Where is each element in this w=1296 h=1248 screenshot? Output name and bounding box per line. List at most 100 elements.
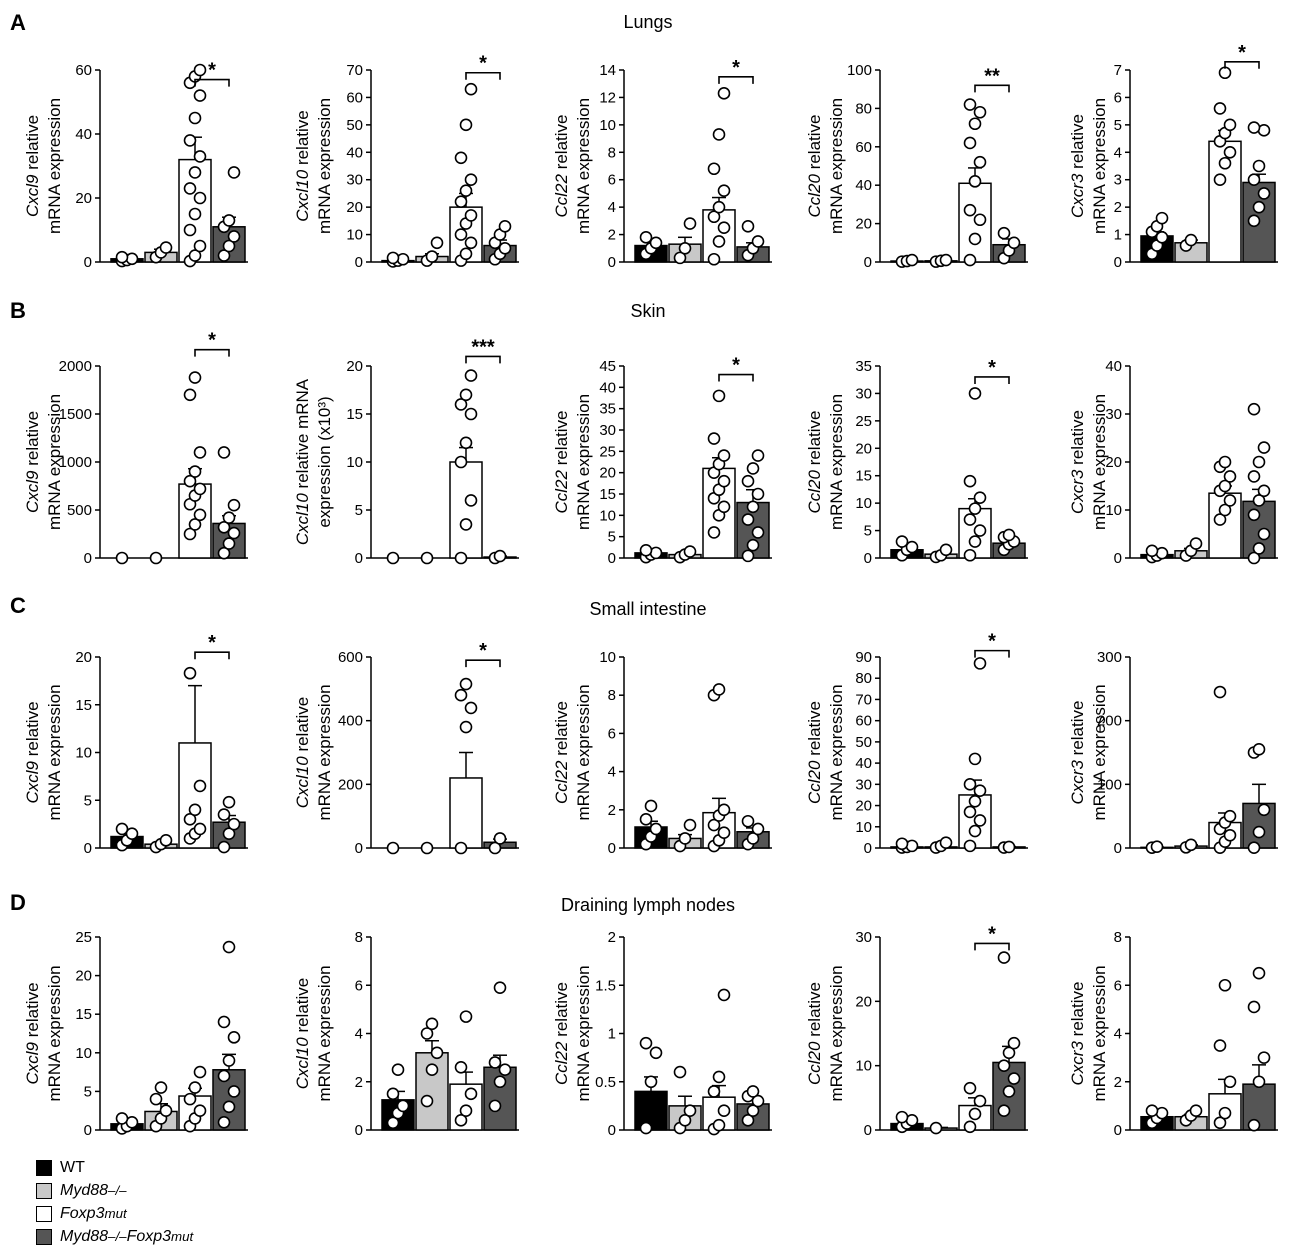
data-point <box>1189 1104 1203 1117</box>
chart-d-ccl20: Ccl20 relative mRNA expression 0 10 20 30 * <box>805 923 1028 1139</box>
data-point <box>1007 1036 1021 1050</box>
data-point <box>391 1063 405 1076</box>
data-point <box>905 253 919 267</box>
data-point <box>488 1099 502 1113</box>
data-point <box>464 494 478 507</box>
y-tick-label: 0 <box>84 550 92 567</box>
y-tick-label: 30 <box>855 776 872 793</box>
y-tick-label: 50 <box>346 117 363 134</box>
y-axis-label-line2: mRNA expression <box>574 394 593 530</box>
figure: A Lungs B Skin C Small intestine D Draining lym… <box>10 10 1278 1139</box>
data-point <box>1257 803 1271 817</box>
data-point <box>1252 455 1266 469</box>
y-tick-label: 1 <box>1114 227 1122 244</box>
data-point <box>678 832 692 845</box>
data-point <box>717 988 731 1002</box>
data-point <box>222 1100 236 1114</box>
data-point <box>493 549 507 563</box>
significance-label: * <box>732 355 740 377</box>
data-point <box>1155 231 1169 244</box>
data-point <box>963 805 977 819</box>
y-axis-label-line1: Cxcr3 relative <box>1068 701 1087 805</box>
y-axis-label-line1: Cxcl10 relative <box>293 978 312 1090</box>
data-point <box>222 537 236 550</box>
y-axis-label-line1: Ccl20 relative <box>805 982 824 1085</box>
data-point <box>493 1075 507 1089</box>
y-axis-label-line2: mRNA expression <box>1090 394 1109 530</box>
data-point <box>396 1099 410 1113</box>
data-point <box>644 799 658 813</box>
data-point <box>459 118 473 132</box>
data-point <box>644 1075 658 1089</box>
y-tick-label: 20 <box>346 358 363 375</box>
y-tick-label: 10 <box>599 649 616 666</box>
data-point <box>1002 840 1016 854</box>
y-tick-label: 1.5 <box>595 977 616 994</box>
panel-letter-c: C <box>10 593 26 618</box>
y-tick-label: 15 <box>75 1006 92 1023</box>
data-point <box>464 369 478 382</box>
data-point <box>1213 513 1227 526</box>
data-point <box>968 535 982 548</box>
y-axis-label-rest: relative <box>23 701 42 761</box>
y-tick-label: 25 <box>599 443 616 460</box>
y-tick-label: 4 <box>355 1026 363 1043</box>
data-point <box>188 518 202 531</box>
data-point <box>963 1120 977 1134</box>
data-point <box>193 822 207 836</box>
y-axis-label-c-ccl22: Ccl22 relative mRNA expression <box>552 684 593 820</box>
y-tick-label: 0 <box>864 550 872 567</box>
y-tick-label: 25 <box>855 413 872 430</box>
panel-title-d: Draining lymph nodes <box>561 895 735 915</box>
data-point <box>459 1010 473 1023</box>
y-axis-label-line2: mRNA expression <box>1090 684 1109 820</box>
data-point <box>183 813 197 826</box>
y-tick-label: 80 <box>855 100 872 117</box>
y-axis-label-line1: Ccl20 relative <box>805 701 824 804</box>
y-axis-label-line2: mRNA expression <box>315 98 334 234</box>
data-point <box>193 239 207 253</box>
data-point <box>459 720 473 734</box>
data-point <box>464 209 478 222</box>
data-point <box>712 235 726 248</box>
data-point <box>154 1081 168 1094</box>
y-axis-label-rest: relative <box>1068 114 1087 174</box>
data-point <box>683 1104 697 1117</box>
y-axis-label-rest: relative <box>805 115 824 175</box>
data-point <box>1247 214 1261 228</box>
data-point <box>1218 66 1232 80</box>
legend-label-myd88: Myd88 <box>60 1181 109 1199</box>
y-axis-label-gene: Cxcl10 <box>293 1037 312 1090</box>
chart-d-cxcl10: Cxcl10 relative mRNA expression 0 2 4 6 8 <box>293 929 519 1139</box>
y-axis-label-line1: Cxcl10 relative mRNA <box>293 378 312 545</box>
y-tick-label: 20 <box>346 199 363 216</box>
y-axis-label-rest: relative <box>805 411 824 471</box>
data-point <box>963 778 977 791</box>
y-tick-label: 4 <box>1114 1026 1122 1043</box>
data-point <box>717 449 731 462</box>
chart-b-ccl22: Ccl22 relative mRNA expression 0 5 10 15 20 25 3… <box>552 355 772 567</box>
y-tick-label: 10 <box>855 495 872 512</box>
y-axis-label-b-cxcl10: Cxcl10 relative mRNA expression (x10³) <box>293 378 334 545</box>
data-point <box>1252 494 1266 507</box>
significance-label: * <box>1238 42 1246 64</box>
data-point <box>963 136 977 150</box>
data-point <box>1252 1075 1266 1089</box>
data-point <box>222 827 236 840</box>
panel-letter-d: D <box>10 890 26 915</box>
y-tick-label: 60 <box>855 139 872 156</box>
data-point <box>717 1104 731 1117</box>
y-axis-label-rest: relative <box>552 982 571 1042</box>
data-point <box>741 814 755 828</box>
y-tick-label: 0 <box>84 254 92 271</box>
data-point <box>963 839 977 853</box>
y-axis-label-gene: Cxcl10 <box>293 169 312 222</box>
data-point <box>217 1015 231 1029</box>
data-point <box>459 436 473 450</box>
data-point <box>217 546 231 560</box>
data-point <box>746 832 760 845</box>
data-point <box>968 232 982 246</box>
data-point <box>217 520 231 534</box>
y-tick-label: 0 <box>1114 254 1122 271</box>
